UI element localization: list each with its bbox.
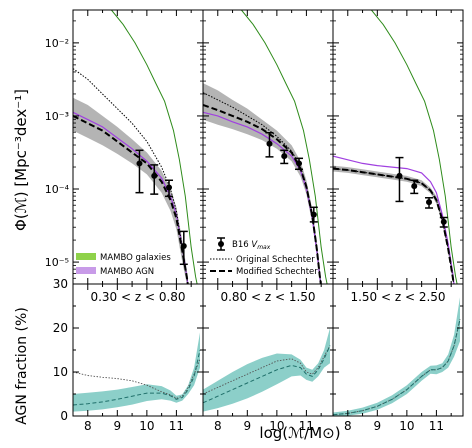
legend-label-original: Original Schechter	[236, 255, 315, 265]
redshift-label: 0.80 < z < 1.50	[220, 290, 315, 304]
x-tick-label: 11	[429, 419, 444, 433]
panel-top-3	[332, 9, 464, 285]
agn-fraction-original-line	[73, 358, 201, 399]
b16-data-point	[281, 153, 288, 160]
legend-label-modified: Modified Schechter	[236, 267, 318, 277]
b16-data-point	[151, 172, 158, 179]
b16-data-point	[180, 243, 187, 250]
plot-area	[333, 297, 461, 416]
legend-swatch-mambo-galaxies	[76, 253, 96, 260]
model-uncertainty-band	[73, 97, 189, 284]
model-uncertainty-band	[333, 297, 460, 416]
legend-swatch-mambo-agn	[76, 267, 96, 274]
panel-bottom-1: 0.30 < z < 0.80 0 10 20 30 8 9 10 11	[53, 277, 204, 433]
y-tick-label: 10⁻²	[45, 37, 69, 50]
legend: MAMBO galaxies MAMBO AGN B16 Vmax Origin…	[76, 237, 318, 277]
original-schechter-line	[333, 168, 455, 284]
plot-area	[73, 332, 201, 412]
original-schechter-line	[73, 68, 189, 284]
legend-label-b16: B16 Vmax	[232, 240, 271, 251]
b16-data-point	[266, 140, 273, 147]
legend-label-mambo-agn: MAMBO AGN	[100, 267, 154, 277]
model-uncertainty-band	[333, 165, 455, 284]
panels: 10⁻⁵ 10⁻⁴ 10⁻³ 10⁻² 0.30 < z < 0.80 0 10 20 30 8 9…	[45, 9, 464, 433]
legend-marker-b16	[218, 241, 224, 247]
plot-area	[333, 10, 458, 284]
mambo-galaxies-line	[241, 10, 328, 284]
model-uncertainty-band	[203, 83, 322, 284]
panel-frame	[332, 9, 464, 285]
model-uncertainty-band	[203, 328, 330, 412]
b16-data-point	[166, 184, 173, 191]
modified-schechter-line	[203, 104, 322, 284]
x-tick-label: 10	[399, 419, 414, 433]
y-tick-label: 10⁻⁵	[45, 256, 69, 269]
mambo-galaxies-line	[371, 10, 458, 284]
b16-data-point	[136, 160, 143, 167]
x-axis-label: log(ℳ/M⊙)	[259, 424, 340, 442]
y-axis-label-bottom: AGN fraction (%)	[14, 307, 30, 425]
agn-fraction-modified-line	[333, 319, 461, 416]
y-tick-label: 30	[53, 277, 68, 291]
x-tick-label: 11	[169, 419, 184, 433]
x-tick-label: 9	[243, 419, 251, 433]
b16-data-point	[411, 183, 418, 190]
legend-label-mambo-galaxies: MAMBO galaxies	[100, 253, 171, 263]
x-tick-label: 11	[299, 419, 314, 433]
redshift-label: 1.50 < z < 2.50	[350, 290, 445, 304]
panel-top-2	[202, 9, 334, 285]
b16-data-point	[396, 172, 403, 179]
y-tick-label: 10⁻³	[45, 110, 69, 123]
y-tick-label: 10⁻⁴	[45, 183, 70, 196]
x-tick-label: 9	[373, 419, 381, 433]
plot-area	[203, 10, 328, 284]
redshift-label: 0.30 < z < 0.80	[90, 290, 185, 304]
agn-fraction-modified-line	[73, 349, 201, 406]
b16-data-point	[426, 199, 433, 206]
x-tick-label: 10	[269, 419, 284, 433]
x-tick-label: 8	[84, 419, 92, 433]
b16-data-point	[296, 160, 303, 167]
b16-data-point	[310, 211, 317, 218]
y-tick-label: 10	[53, 365, 68, 379]
y-tick-label: 0	[60, 409, 68, 423]
panel-bottom-2: 0.80 < z < 1.50 8 9 10 11	[202, 283, 334, 433]
mambo-agn-line	[333, 155, 455, 284]
x-tick-label: 8	[214, 419, 222, 433]
b16-data-point	[440, 218, 447, 225]
panel-bottom-3: 1.50 < z < 2.50 8 9 10 11	[332, 283, 464, 433]
model-uncertainty-band	[73, 332, 200, 412]
x-tick-label: 8	[344, 419, 352, 433]
mambo-galaxies-line	[111, 10, 198, 284]
y-tick-label: 20	[53, 321, 68, 335]
plot-area	[73, 10, 198, 284]
modified-schechter-line	[333, 167, 455, 284]
y-axis-label-top: Φ(ℳ) [Mpc⁻³dex⁻¹]	[12, 89, 30, 231]
plot-area	[203, 328, 331, 412]
x-tick-label: 10	[139, 419, 154, 433]
x-tick-label: 9	[113, 419, 121, 433]
